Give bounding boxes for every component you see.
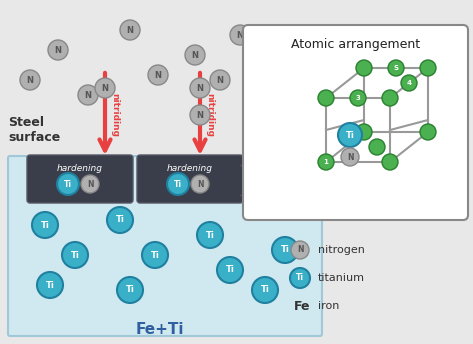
Circle shape xyxy=(107,207,133,233)
Text: N: N xyxy=(26,75,34,85)
Text: Fe: Fe xyxy=(294,300,310,312)
Text: nitriding: nitriding xyxy=(205,93,214,137)
Circle shape xyxy=(369,139,385,155)
Circle shape xyxy=(290,268,310,288)
Circle shape xyxy=(197,222,223,248)
Text: Atomic arrangement: Atomic arrangement xyxy=(291,37,420,51)
Circle shape xyxy=(401,75,417,91)
Circle shape xyxy=(210,70,230,90)
Text: N: N xyxy=(102,84,108,93)
Circle shape xyxy=(382,154,398,170)
Circle shape xyxy=(382,90,398,106)
Text: N: N xyxy=(196,110,203,119)
Circle shape xyxy=(230,25,250,45)
Text: N: N xyxy=(217,75,224,85)
Circle shape xyxy=(191,175,209,193)
Text: Ti: Ti xyxy=(125,286,134,294)
Text: titanium: titanium xyxy=(318,273,365,283)
Text: N: N xyxy=(196,84,203,93)
Text: Ti: Ti xyxy=(226,266,235,275)
Text: nitriding: nitriding xyxy=(110,93,119,137)
Text: N: N xyxy=(54,45,61,54)
Text: N: N xyxy=(87,180,93,189)
Text: Ti: Ti xyxy=(45,280,54,290)
Text: N: N xyxy=(85,90,91,99)
Text: hardening: hardening xyxy=(57,163,103,172)
Circle shape xyxy=(20,70,40,90)
Circle shape xyxy=(318,90,334,106)
Text: N: N xyxy=(155,71,161,79)
Circle shape xyxy=(341,148,359,166)
Circle shape xyxy=(291,241,309,259)
Text: Ti: Ti xyxy=(64,180,72,189)
Circle shape xyxy=(148,65,168,85)
Text: Ti: Ti xyxy=(261,286,270,294)
FancyBboxPatch shape xyxy=(137,155,243,203)
Circle shape xyxy=(356,60,372,76)
Circle shape xyxy=(32,212,58,238)
Text: N: N xyxy=(192,51,199,60)
Text: 3: 3 xyxy=(356,95,360,101)
Text: Fe+Ti: Fe+Ti xyxy=(136,323,184,337)
Text: N: N xyxy=(197,180,203,189)
Circle shape xyxy=(388,60,404,76)
Text: Steel
surface: Steel surface xyxy=(8,116,60,144)
Text: iron: iron xyxy=(318,301,339,311)
Circle shape xyxy=(95,78,115,98)
Circle shape xyxy=(272,237,298,263)
Circle shape xyxy=(48,40,68,60)
Text: Ti: Ti xyxy=(206,230,214,239)
Circle shape xyxy=(252,277,278,303)
Text: nitrogen: nitrogen xyxy=(318,245,365,255)
Circle shape xyxy=(190,78,210,98)
FancyBboxPatch shape xyxy=(8,156,322,336)
Text: N: N xyxy=(347,152,353,161)
Circle shape xyxy=(167,173,189,195)
Text: Ti: Ti xyxy=(115,215,124,225)
Text: Ti: Ti xyxy=(70,250,79,259)
Circle shape xyxy=(57,173,79,195)
Circle shape xyxy=(37,272,63,298)
Text: N: N xyxy=(126,25,133,34)
Text: Ti: Ti xyxy=(174,180,182,189)
Circle shape xyxy=(217,257,243,283)
Circle shape xyxy=(350,90,366,106)
Text: hardening: hardening xyxy=(167,163,213,172)
Circle shape xyxy=(81,175,99,193)
Text: N: N xyxy=(297,246,303,255)
Circle shape xyxy=(420,124,436,140)
Text: Ti: Ti xyxy=(150,250,159,259)
Circle shape xyxy=(120,20,140,40)
Circle shape xyxy=(185,45,205,65)
Text: Ti: Ti xyxy=(41,221,50,229)
Circle shape xyxy=(338,123,362,147)
Circle shape xyxy=(356,124,372,140)
Circle shape xyxy=(142,242,168,268)
Text: Ti: Ti xyxy=(280,246,289,255)
Circle shape xyxy=(78,85,98,105)
Circle shape xyxy=(117,277,143,303)
Circle shape xyxy=(62,242,88,268)
Text: N: N xyxy=(236,31,244,40)
Text: S: S xyxy=(394,65,398,71)
Circle shape xyxy=(190,105,210,125)
Text: Ti: Ti xyxy=(296,273,304,282)
Text: Ti: Ti xyxy=(346,130,354,140)
Circle shape xyxy=(318,154,334,170)
Text: 1: 1 xyxy=(324,159,328,165)
Text: 4: 4 xyxy=(406,80,412,86)
Circle shape xyxy=(420,60,436,76)
FancyBboxPatch shape xyxy=(27,155,133,203)
FancyBboxPatch shape xyxy=(243,25,468,220)
